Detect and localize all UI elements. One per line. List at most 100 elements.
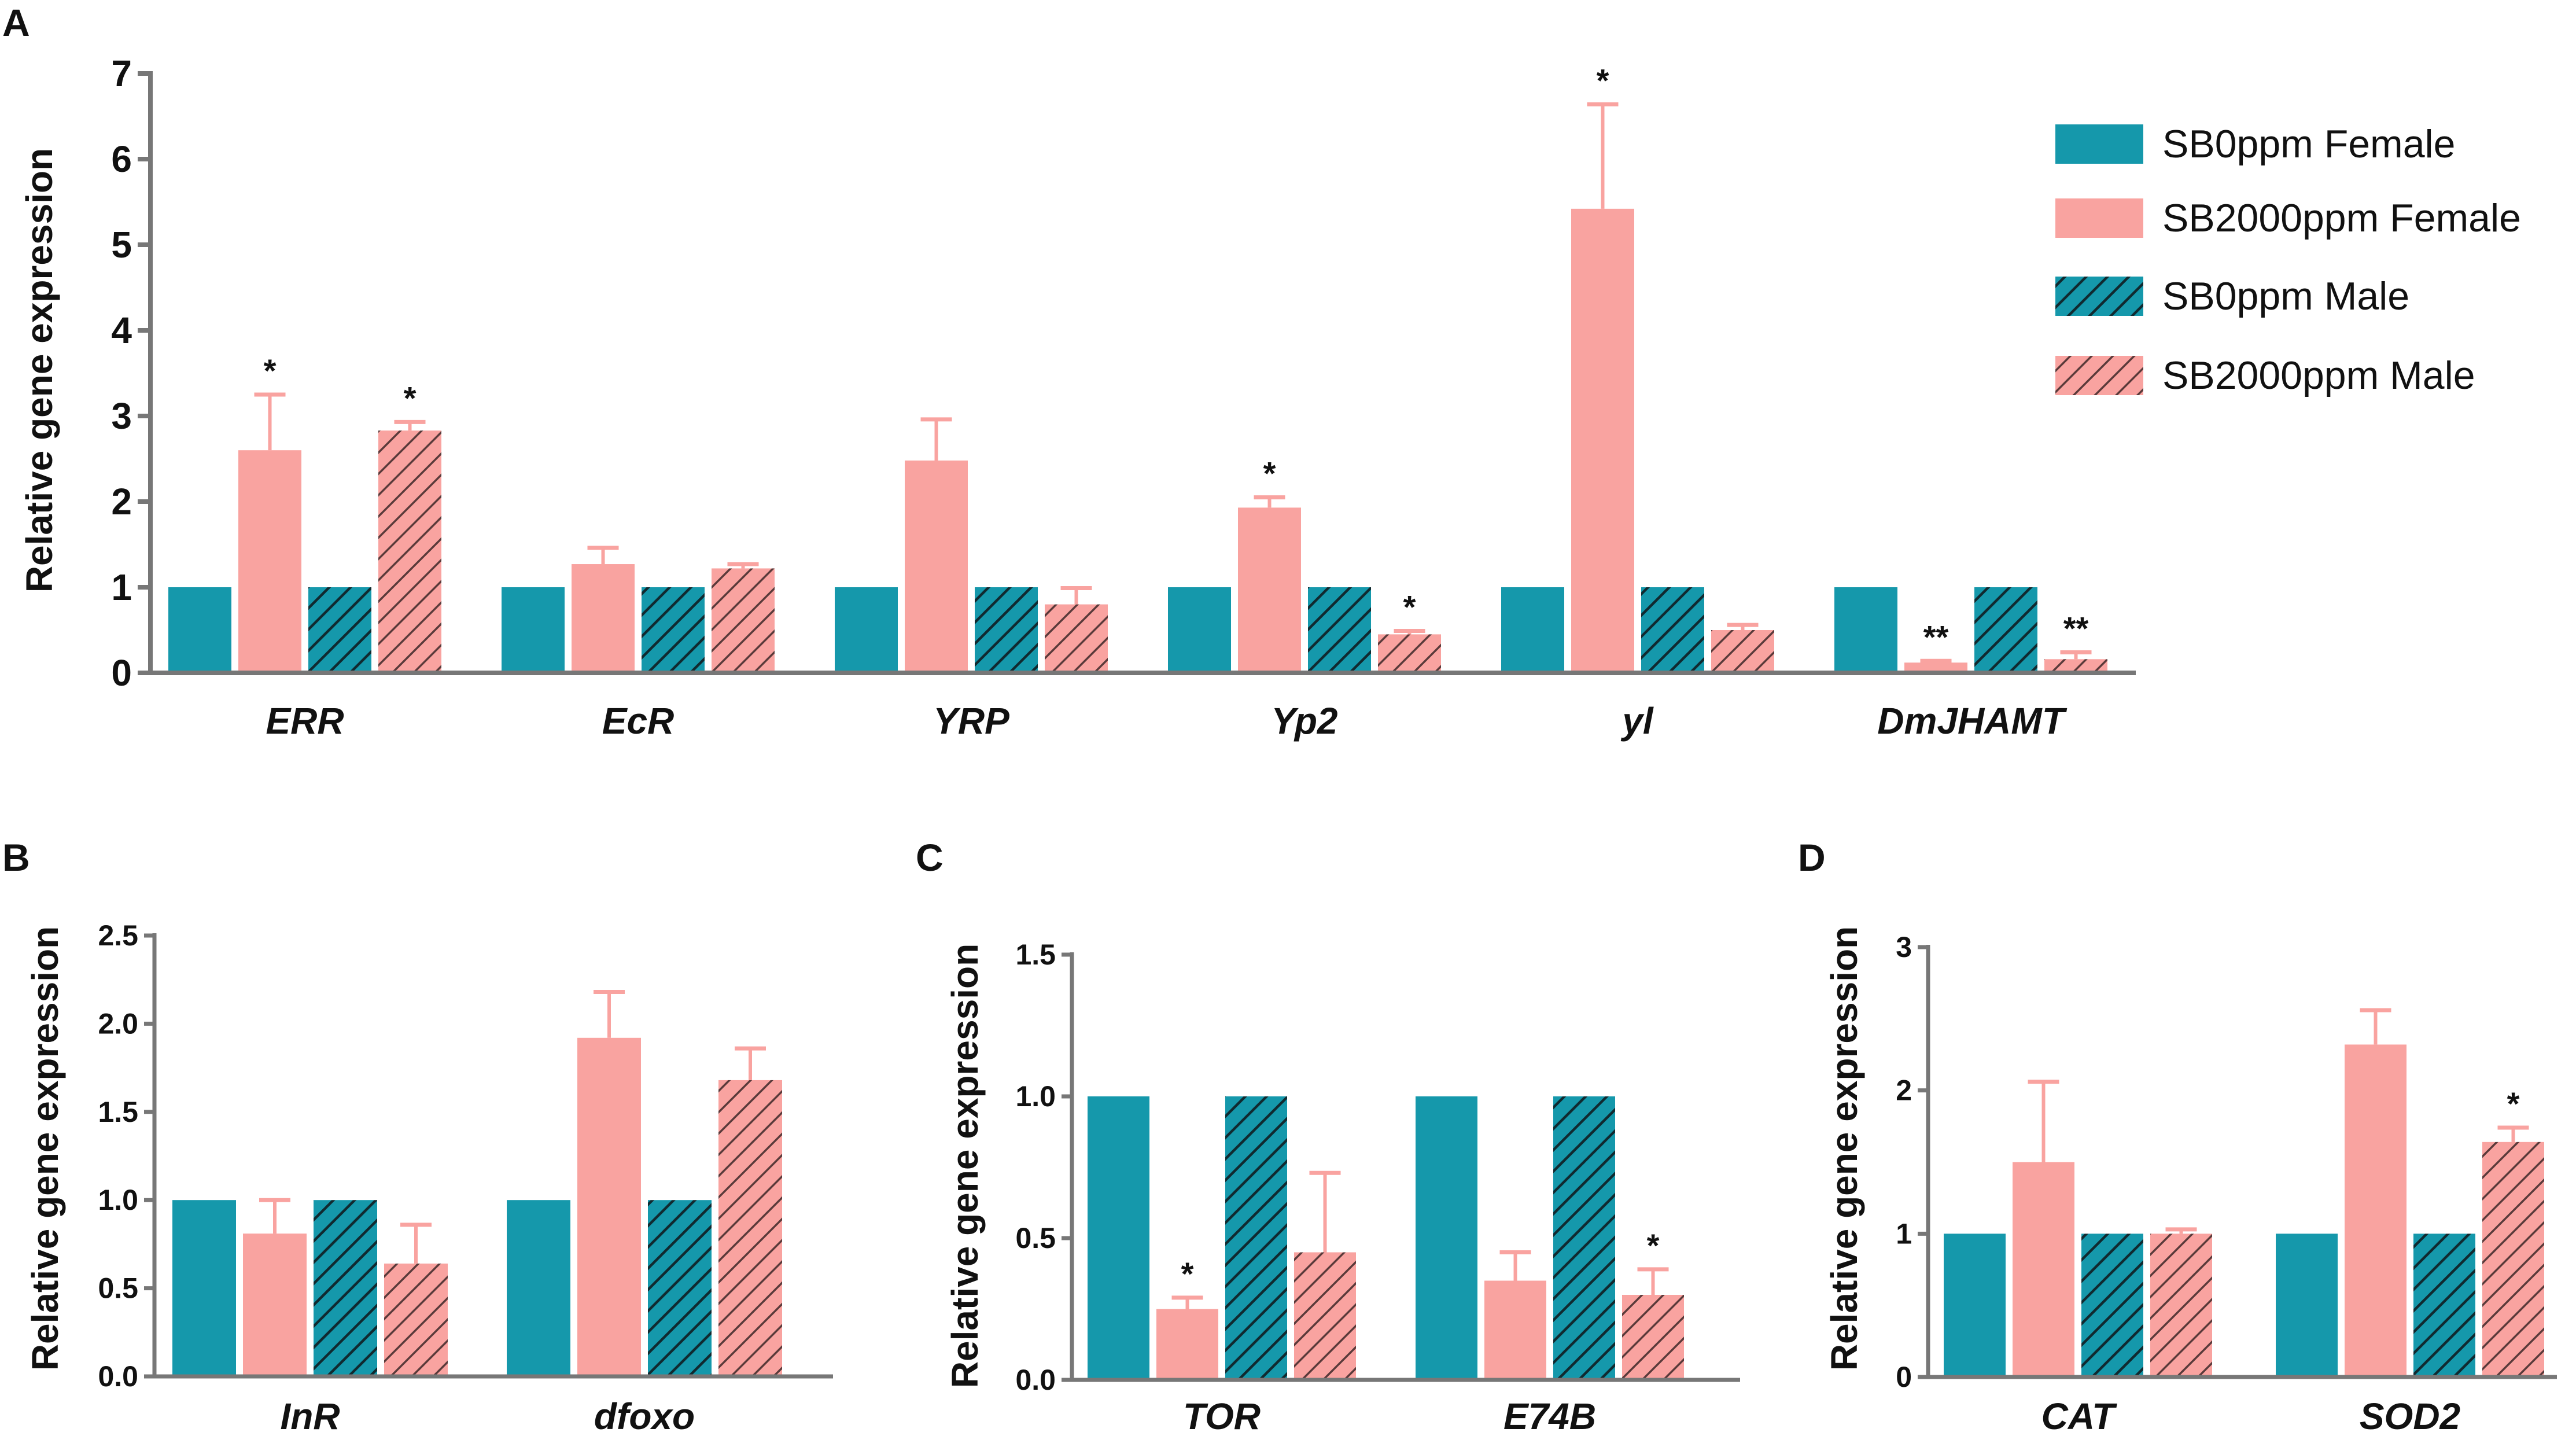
y-axis-title-b: Relative gene expression: [24, 926, 66, 1371]
sig-mark-a-yl-sb2000ppm-female: *: [1597, 62, 1609, 98]
bar-a-yl-sb2000ppm-female: [1571, 208, 1634, 673]
y-tick-label-d-1: 1: [1896, 1217, 1912, 1250]
y-tick-label-c-3: 1.5: [1015, 938, 1056, 971]
bar-a-yrp-sb0ppm-male: [975, 587, 1038, 673]
panel-letter-a: A: [2, 1, 30, 44]
bar-a-dmjhamt-sb0ppm-female: [1834, 587, 1897, 673]
y-tick-label-b-3: 1.5: [98, 1096, 138, 1128]
y-tick-label-d-0: 0: [1896, 1361, 1912, 1393]
bar-a-yp2-sb0ppm-male: [1308, 587, 1371, 673]
bar-a-yrp-sb2000ppm-female: [905, 460, 968, 673]
category-label-a-dmjhamt: DmJHAMT: [1877, 700, 2067, 742]
sig-mark-a-dmjhamt-sb2000ppm-female: **: [1923, 618, 1949, 655]
legend-swatch-sb2000ppm-male: [2055, 356, 2143, 395]
category-label-c-tor: TOR: [1183, 1396, 1261, 1437]
legend-label-sb2000ppm-male: SB2000ppm Male: [2162, 354, 2475, 397]
bar-a-dmjhamt-sb0ppm-male: [1974, 587, 2037, 673]
y-axis-title-c: Relative gene expression: [944, 944, 986, 1388]
bar-a-err-sb0ppm-female: [168, 587, 231, 673]
sig-mark-a-err-sb2000ppm-female: *: [264, 352, 277, 389]
bar-a-yl-sb2000ppm-male: [1711, 630, 1774, 673]
bar-c-e74b-sb0ppm-male: [1553, 1096, 1615, 1380]
y-tick-label-a-2: 2: [111, 481, 132, 522]
bar-d-cat-sb2000ppm-female: [2013, 1162, 2074, 1377]
y-tick-label-b-0: 0.0: [98, 1360, 138, 1393]
bar-a-err-sb2000ppm-male: [378, 430, 441, 673]
chart-panel-a: **ERR EcR YRP**Yp2*yl** **DmJHAMT01234567Re…: [19, 53, 2136, 742]
bar-d-cat-sb2000ppm-male: [2150, 1234, 2212, 1377]
bar-a-yp2-sb0ppm-female: [1168, 587, 1231, 673]
bar-d-sod2-sb2000ppm-male: [2482, 1142, 2544, 1377]
bar-a-yl-sb0ppm-male: [1641, 587, 1704, 673]
y-tick-label-c-0: 0.0: [1015, 1364, 1056, 1396]
bar-d-sod2-sb0ppm-male: [2413, 1234, 2475, 1377]
bar-a-yrp-sb0ppm-female: [835, 587, 898, 673]
bar-b-dfoxo-sb2000ppm-male: [718, 1080, 782, 1376]
bar-a-yp2-sb2000ppm-female: [1238, 507, 1301, 673]
sig-mark-a-yp2-sb2000ppm-female: *: [1263, 455, 1276, 492]
sig-mark-c-tor-sb2000ppm-female: *: [1181, 1255, 1194, 1292]
bar-a-yp2-sb2000ppm-male: [1378, 634, 1441, 673]
bar-a-dmjhamt-sb2000ppm-male: [2044, 659, 2107, 673]
category-label-d-cat: CAT: [2041, 1396, 2118, 1437]
legend-swatch-sb2000ppm-female: [2055, 198, 2143, 238]
bar-a-ecr-sb2000ppm-male: [712, 568, 775, 673]
bar-c-tor-sb2000ppm-male: [1294, 1252, 1356, 1380]
y-tick-label-b-4: 2.0: [98, 1007, 138, 1040]
category-label-a-err: ERR: [266, 700, 344, 742]
panel-letter-b: B: [2, 836, 30, 879]
y-tick-label-a-5: 5: [111, 224, 132, 266]
y-tick-label-c-1: 0.5: [1015, 1222, 1056, 1254]
legend-swatch-sb0ppm-female: [2055, 124, 2143, 164]
y-tick-label-a-4: 4: [111, 310, 132, 351]
category-label-a-yl: yl: [1620, 700, 1654, 742]
sig-mark-d-sod2-sb2000ppm-male: *: [2507, 1085, 2520, 1122]
bar-c-tor-sb2000ppm-female: [1156, 1309, 1218, 1380]
legend-label-sb0ppm-female: SB0ppm Female: [2162, 122, 2455, 166]
bar-c-tor-sb0ppm-male: [1225, 1096, 1287, 1380]
bar-a-ecr-sb0ppm-male: [642, 587, 705, 673]
y-tick-label-d-3: 3: [1896, 931, 1912, 963]
bar-a-ecr-sb2000ppm-female: [572, 564, 635, 673]
y-tick-label-a-6: 6: [111, 138, 132, 180]
bar-a-err-sb2000ppm-female: [238, 450, 301, 673]
sig-mark-a-yp2-sb2000ppm-male: *: [1403, 588, 1416, 625]
bar-c-e74b-sb2000ppm-female: [1484, 1280, 1546, 1380]
bar-d-cat-sb0ppm-male: [2081, 1234, 2143, 1377]
bar-d-sod2-sb2000ppm-female: [2345, 1044, 2407, 1377]
y-axis-title-d: Relative gene expression: [1823, 926, 1865, 1371]
bar-b-inr-sb0ppm-male: [314, 1200, 377, 1376]
bar-b-inr-sb2000ppm-male: [384, 1263, 448, 1376]
y-axis-title-a: Relative gene expression: [19, 148, 60, 592]
legend: SB0ppm Female SB2000ppm Female SB0ppm Ma…: [2055, 122, 2521, 397]
bar-c-e74b-sb0ppm-female: [1416, 1096, 1477, 1380]
panel-letter-c: C: [916, 836, 944, 879]
bar-d-cat-sb0ppm-female: [1944, 1234, 2006, 1377]
y-tick-label-a-1: 1: [111, 566, 132, 608]
y-tick-label-c-2: 1.0: [1015, 1080, 1056, 1113]
category-label-c-e74b: E74B: [1503, 1396, 1596, 1437]
category-label-a-yp2: Yp2: [1272, 700, 1338, 742]
bar-c-e74b-sb2000ppm-male: [1622, 1295, 1684, 1380]
bar-d-sod2-sb0ppm-female: [2276, 1234, 2338, 1377]
panel-letter-d: D: [1798, 836, 1826, 879]
y-tick-label-d-2: 2: [1896, 1074, 1912, 1107]
legend-swatch-sb0ppm-male: [2055, 277, 2143, 316]
bar-a-dmjhamt-sb2000ppm-female: [1904, 662, 1967, 673]
bar-b-dfoxo-sb0ppm-female: [507, 1200, 570, 1376]
chart-panel-d: CAT * SOD2 0 1 2 3 Relative gene expression: [1823, 926, 2557, 1437]
category-label-d-sod2: SOD2: [2360, 1396, 2460, 1437]
bar-b-dfoxo-sb2000ppm-female: [577, 1037, 641, 1376]
bar-b-inr-sb2000ppm-female: [243, 1234, 307, 1376]
y-tick-label-b-1: 0.5: [98, 1272, 138, 1305]
y-tick-label-a-7: 7: [111, 53, 132, 94]
sig-mark-a-err-sb2000ppm-male: *: [404, 380, 417, 416]
sig-mark-a-dmjhamt-sb2000ppm-male: **: [2063, 610, 2089, 646]
legend-label-sb0ppm-male: SB0ppm Male: [2162, 274, 2409, 318]
y-tick-label-a-0: 0: [111, 652, 132, 694]
chart-panel-c: * TOR * E74B 0.0 0.5 1.0 1.5 Relative gene expre…: [944, 938, 1740, 1437]
bar-b-dfoxo-sb0ppm-male: [648, 1200, 712, 1376]
category-label-a-yrp: YRP: [933, 700, 1009, 742]
y-tick-label-b-2: 1.0: [98, 1184, 138, 1216]
